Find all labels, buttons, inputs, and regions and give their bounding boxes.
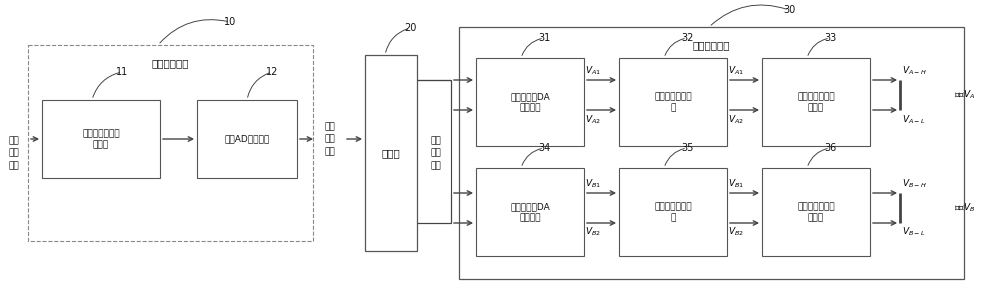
Text: 第一双通道DA
转换电路: 第一双通道DA 转换电路 [510,92,550,112]
Text: 20: 20 [404,23,416,33]
Text: 30: 30 [783,5,795,15]
Text: 信号采集电路: 信号采集电路 [152,58,189,68]
Bar [619,168,727,256]
Text: 31: 31 [538,33,550,43]
Text: 第一程控信号调
理电路: 第一程控信号调 理电路 [82,129,120,149]
Text: 第一AD转换电路: 第一AD转换电路 [224,135,270,144]
Text: 第一双路功率放
大电路: 第一双路功率放 大电路 [797,92,835,112]
Bar [762,58,870,146]
Text: $V_{A1}$: $V_{A1}$ [585,65,601,77]
Bar [459,27,964,279]
Text: 控制器: 控制器 [382,148,400,158]
Bar [476,58,584,146]
Text: $V_{A1}$: $V_{A1}$ [728,65,744,77]
Text: 第二双通道DA
转换电路: 第二双通道DA 转换电路 [510,202,550,222]
Text: $V_{B-L}$: $V_{B-L}$ [902,226,925,238]
Text: $V_{B-H}$: $V_{B-H}$ [902,177,927,190]
Bar [197,100,297,178]
Text: $V_{A2}$: $V_{A2}$ [728,113,744,125]
Text: 数字
激励
信号: 数字 激励 信号 [325,122,335,156]
Bar [476,168,584,256]
Text: 11: 11 [116,67,128,77]
Text: 信号输出电路: 信号输出电路 [693,40,730,50]
Text: 模拟$V_B$: 模拟$V_B$ [954,202,975,214]
Bar [28,45,313,241]
Text: 32: 32 [681,33,693,43]
Bar [762,168,870,256]
Bar [42,100,160,178]
Text: 第二双路滤波电
路: 第二双路滤波电 路 [654,202,692,222]
Text: 33: 33 [824,33,836,43]
Text: $V_{B1}$: $V_{B1}$ [728,177,744,190]
Text: 第二双路功率放
大电路: 第二双路功率放 大电路 [797,202,835,222]
Text: 10: 10 [224,17,236,27]
Text: 34: 34 [538,143,550,153]
Text: $V_{B2}$: $V_{B2}$ [585,226,601,238]
Text: 第一双路滤波电
路: 第一双路滤波电 路 [654,92,692,112]
Text: 36: 36 [824,143,836,153]
Text: $V_{B1}$: $V_{B1}$ [585,177,601,190]
Text: $V_{A-H}$: $V_{A-H}$ [902,65,927,77]
Bar [619,58,727,146]
Text: 模拟
激励
信号: 模拟 激励 信号 [9,136,19,170]
Bar [365,55,417,251]
Text: $V_{B2}$: $V_{B2}$ [728,226,744,238]
Text: 数字
差分
信号: 数字 差分 信号 [431,136,441,170]
Text: $V_{A-L}$: $V_{A-L}$ [902,113,925,125]
Text: 模拟$V_A$: 模拟$V_A$ [954,89,975,101]
Text: $V_{A2}$: $V_{A2}$ [585,113,601,125]
Text: 12: 12 [266,67,278,77]
Text: 35: 35 [681,143,693,153]
